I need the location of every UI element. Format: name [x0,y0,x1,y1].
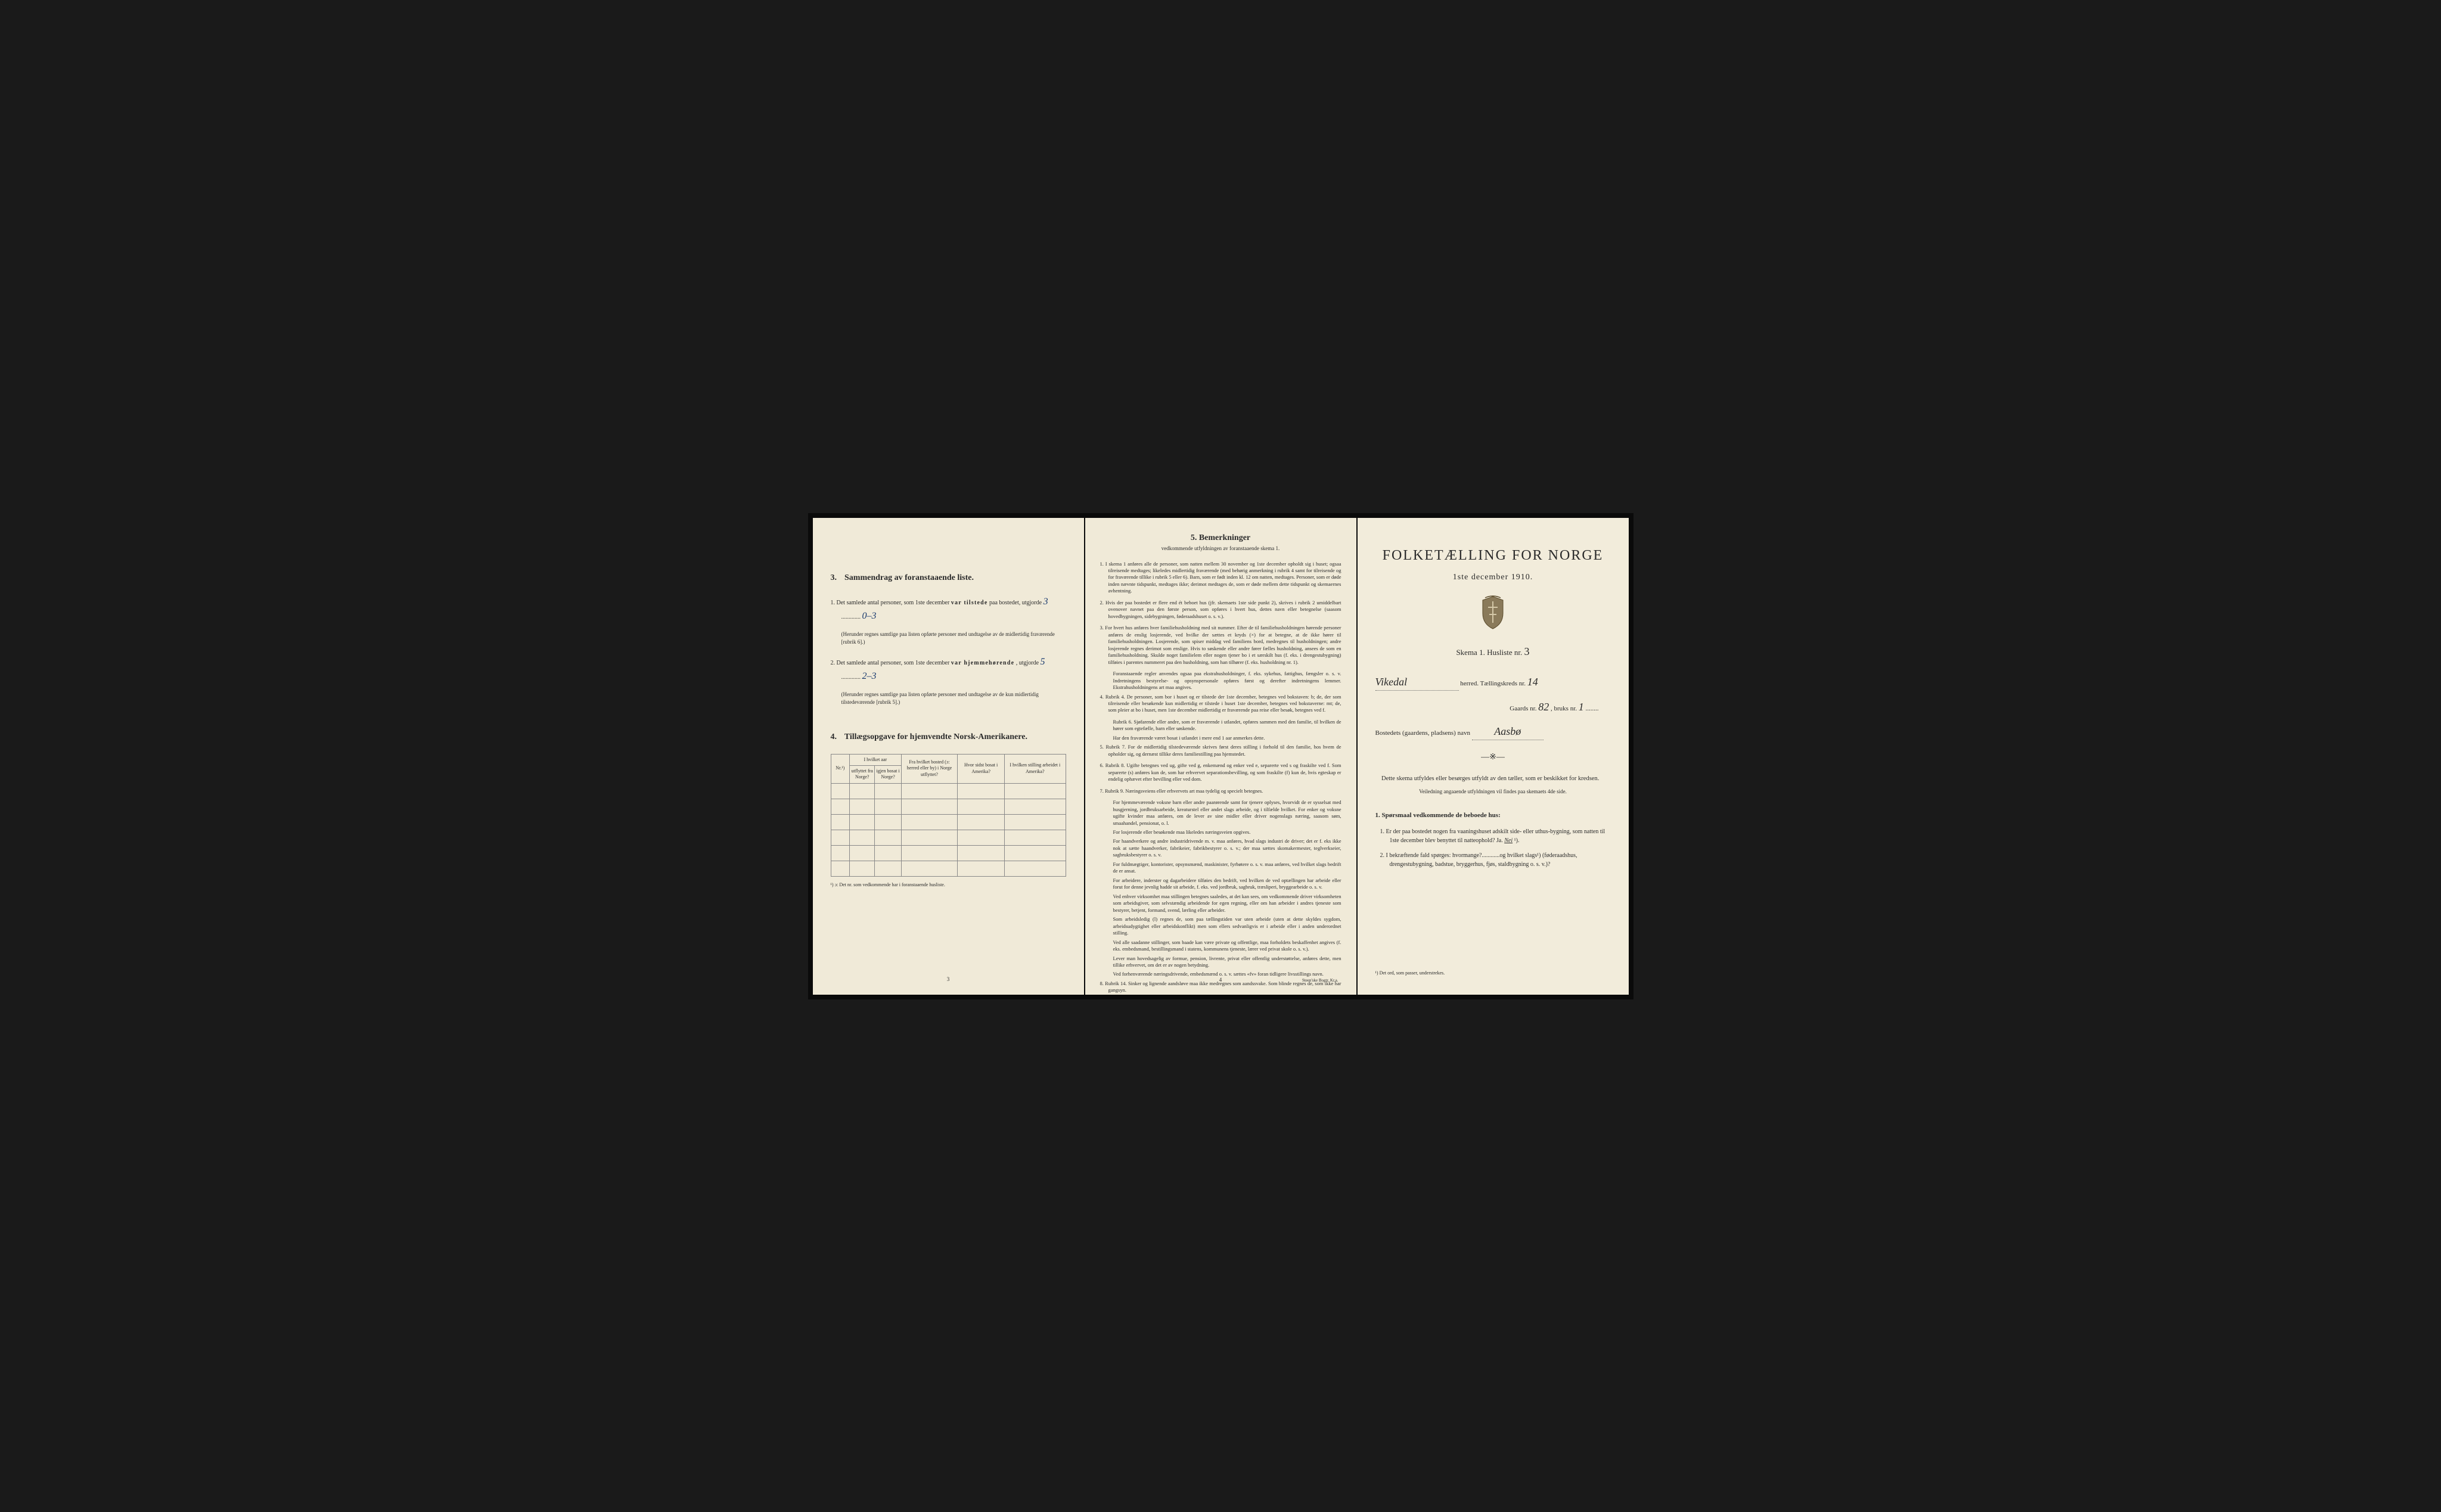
remark-2: 2. Hvis der paa bostedet er flere end ét… [1100,600,1341,620]
table-row [831,845,1066,861]
remark-6: 6. Rubrik 8. Ugifte betegnes ved ug, gif… [1100,762,1341,783]
item2-post: , utgjorde [1016,660,1039,666]
page-number: 3 [813,976,1084,984]
bosted-value: Aasbø [1472,724,1544,740]
remark-4c: Har den fraværende været bosat i utlande… [1100,735,1341,741]
instruction-sub: Veiledning angaaende utfyldningen vil fi… [1375,788,1611,796]
section-4-heading: 4. Tillægsopgave for hjemvendte Norsk-Am… [831,731,1066,743]
col-where: Hvor sidst bosat i Amerika? [958,754,1005,783]
heading-text: Bemerkninger [1199,533,1250,542]
kreds-value: 14 [1527,676,1538,688]
remark-7f: Ved enhver virksomhet maa stillingen bet… [1100,893,1341,914]
remark-3b: Foranstaaende regler anvendes ogsaa paa … [1100,670,1341,691]
table-row [831,814,1066,830]
remark-7c: For haandverkere og andre industridriven… [1100,838,1341,858]
col-emigrated: utflyttet fra Norge? [850,765,875,783]
emigrant-table: Nr.¹) I hvilket aar Fra hvilket bosted (… [831,754,1066,877]
q1-nei-underlined: Nei [1504,837,1513,844]
q-header-text: Spørsmaal vedkommende de beboede hus: [1382,812,1501,819]
item2-sub: (Herunder regnes samtlige paa listen opf… [831,691,1066,707]
coat-of-arms-icon [1375,595,1611,633]
item2-value2: 2–3 [862,671,877,681]
item2-value1: 5 [1041,657,1045,667]
summary-item-2: 2. Det samlede antal personer, som 1ste … [831,655,1066,684]
table-footnote: ¹) ɔ: Det nr. som vedkommende har i fora… [831,881,1066,889]
heading-number: 5. [1191,533,1197,542]
col-year: I hvilket aar [850,754,902,765]
bosted-line: Bostedets (gaardens, pladsens) navn Aasb… [1375,724,1611,740]
gaard-line: Gaards nr. 82 , bruks nr. 1 ........ [1375,699,1611,715]
q-header-num: 1. [1375,812,1380,819]
remark-7a: For hjemmeværende voksne barn eller andr… [1100,799,1341,827]
col-occupation: I hvilken stilling arbeidet i Amerika? [1005,754,1066,783]
remark-3: 3. For hvert hus anføres hver familiehus… [1100,625,1341,666]
remark-1: 1. I skema 1 anføres alle de personer, s… [1100,561,1341,595]
skema-line: Skema 1. Husliste nr. 3 [1375,644,1611,660]
census-title: FOLKETÆLLING FOR NORGE [1375,545,1611,566]
instruction-text: Dette skema utfyldes eller besørges utfy… [1375,774,1611,784]
item2-bold: var hjemmehørende [951,660,1014,666]
herred-label: herred. Tællingskreds nr. [1460,680,1526,687]
table-row [831,830,1066,845]
husliste-number: 3 [1524,645,1530,657]
gaard-label: Gaards nr. [1510,705,1536,712]
remark-7g: Som arbeidsledig (l) regnes de, som paa … [1100,916,1341,936]
remark-7b: For losjerende eller besøkende maa likel… [1100,829,1341,836]
page3-footnote: ¹) Det ord, som passer, understrekes. [1375,970,1611,977]
skema-label: Skema 1. Husliste nr. [1456,648,1522,657]
census-date: 1ste december 1910. [1375,571,1611,583]
remark-7e: For arbeidere, inderster og dagarbeidere… [1100,877,1341,891]
page-middle: 5. Bemerkninger vedkommende utfyldningen… [1085,518,1356,995]
herred-line: Vikedal herred. Tællingskreds nr. 14 [1375,674,1611,691]
item1-post: paa bostedet, utgjorde [989,600,1042,606]
q1-text: 1. Er der paa bostedet nogen fra vaaning… [1380,828,1605,844]
bruk-value: 1 [1579,701,1584,713]
item2-pre: 2. Det samlede antal personer, som 1ste … [831,660,950,666]
remark-7d: For fuldmægtiger, kontorister, opsynsmæn… [1100,861,1341,875]
item1-sub: (Herunder regnes samtlige paa listen opf… [831,631,1066,647]
remark-4b: Rubrik 6. Sjøfarende eller andre, som er… [1100,719,1341,732]
question-header: 1. Spørsmaal vedkommende de beboede hus: [1375,811,1611,821]
col-returned: igjen bosat i Norge? [875,765,901,783]
remark-4: 4. Rubrik 4. De personer, som bor i huse… [1100,694,1341,714]
printer-mark: Steen'ske Bogtr. Kr.a. [1302,978,1338,983]
section-3-summary: 3. Sammendrag av foranstaaende liste. 1.… [831,572,1066,707]
census-document: 3. Sammendrag av foranstaaende liste. 1.… [808,513,1633,999]
col-from: Fra hvilket bosted (ɔ: herred eller by) … [901,754,958,783]
page-right: FOLKETÆLLING FOR NORGE 1ste december 191… [1358,518,1629,995]
col-nr: Nr.¹) [831,754,850,783]
bosted-label: Bostedets (gaardens, pladsens) navn [1375,729,1470,737]
bruk-label: , bruks nr. [1551,705,1577,712]
remark-7: 7. Rubrik 9. Næringsveiens eller erhverv… [1100,788,1341,794]
question-1: 1. Er der paa bostedet nogen fra vaaning… [1375,827,1611,845]
section-5-heading: 5. Bemerkninger [1100,533,1341,544]
heading-number: 4. [831,731,843,743]
table-row [831,799,1066,814]
section-4-emigrants: 4. Tillægsopgave for hjemvendte Norsk-Am… [831,731,1066,889]
remark-7i: Lever man hovedsagelig av formue, pensio… [1100,955,1341,969]
remark-7h: Ved alle saadanne stillinger, som baade … [1100,939,1341,953]
table-row [831,783,1066,799]
summary-item-1: 1. Det samlede antal personer, som 1ste … [831,595,1066,623]
item1-bold: var tilstede [951,600,988,606]
item1-value2: 0–3 [862,611,877,621]
gaard-value: 82 [1538,701,1549,713]
herred-value: Vikedal [1375,674,1459,691]
item1-pre: 1. Det samlede antal personer, som 1ste … [831,600,950,606]
ornament-divider: ―※― [1375,751,1611,763]
section-3-heading: 3. Sammendrag av foranstaaende liste. [831,572,1066,584]
instr-body: Dette skema utfyldes eller besørges utfy… [1381,775,1599,782]
heading-number: 3. [831,572,843,584]
heading-text: Tillægsopgave for hjemvendte Norsk-Ameri… [844,732,1027,741]
q1-sup: ¹). [1514,837,1520,844]
section-5-subtitle: vedkommende utfyldningen av foranstaaend… [1100,545,1341,552]
heading-text: Sammendrag av foranstaaende liste. [844,573,974,582]
question-2: 2. I bekræftende fald spørges: hvormange… [1375,851,1611,869]
page-left: 3. Sammendrag av foranstaaende liste. 1.… [813,518,1084,995]
remark-5: 5. Rubrik 7. For de midlertidig tilstede… [1100,744,1341,757]
item1-value1: 3 [1044,597,1048,607]
table-row [831,861,1066,876]
